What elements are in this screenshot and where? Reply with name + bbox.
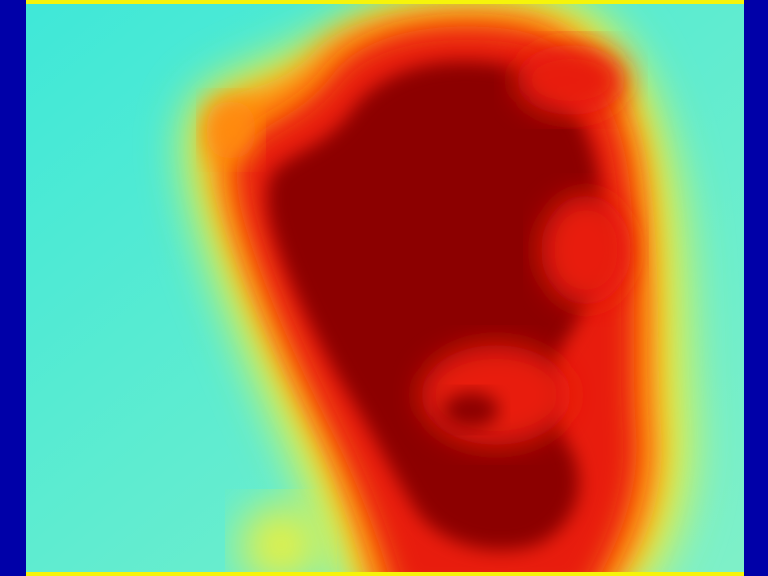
bottom-edge-line: [26, 572, 744, 576]
warm-spot-upper-right: [516, 45, 626, 115]
warm-spot-upper-left: [206, 100, 256, 160]
warm-blob-bottom-left: [241, 505, 321, 576]
hot-spot-lower-center: [443, 392, 499, 428]
warm-spot-right: [541, 195, 631, 305]
warm-spot-lower: [421, 345, 571, 445]
left-border-bar: [0, 0, 26, 576]
top-edge-line: [26, 0, 744, 4]
right-border-bar: [744, 0, 768, 576]
thermal-heatmap: [26, 0, 744, 576]
heatmap-area: [26, 0, 744, 576]
